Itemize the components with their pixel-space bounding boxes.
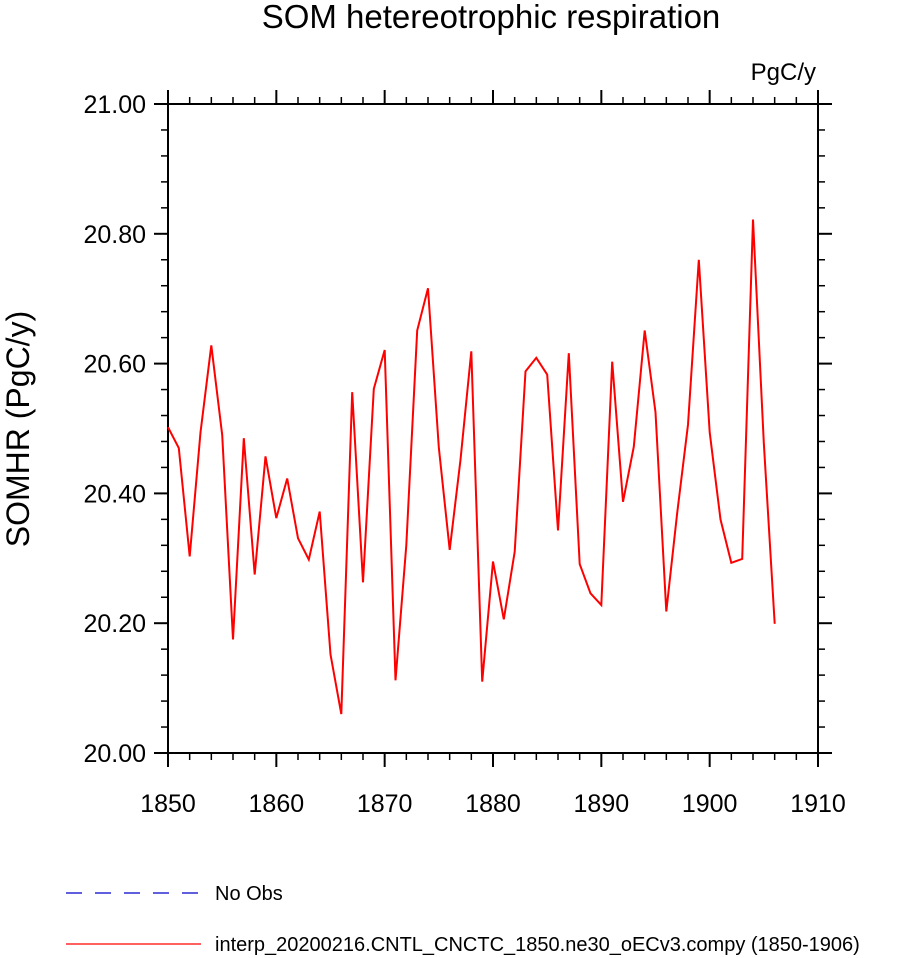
x-tick-label: 1860	[249, 790, 305, 818]
legend: No Obs interp_20200216.CNTL_CNCTC_1850.n…	[66, 883, 860, 956]
x-tick-label: 1910	[790, 790, 846, 818]
plot-area: 20.00 20.20 20.40 20.60 20.80 21.00 1850 1860 18…	[83, 90, 846, 818]
legend-label-model-run: interp_20200216.CNTL_CNCTC_1850.ne30_oEC…	[215, 934, 860, 956]
y-tick-label: 20.40	[83, 480, 146, 508]
legend-label-no-obs: No Obs	[215, 883, 283, 905]
y-tick-label: 21.00	[83, 91, 146, 119]
x-tick-label: 1870	[357, 790, 413, 818]
y-tick-label: 20.60	[83, 351, 146, 379]
y-tick-label: 20.00	[83, 740, 146, 768]
units-label: PgC/y	[751, 59, 816, 86]
chart-title: SOM hetereotrophic respiration	[262, 0, 721, 35]
x-tick-label: 1880	[465, 790, 521, 818]
plot-frame	[167, 103, 819, 754]
y-axis-label: SOMHR (PgC/y)	[0, 311, 36, 547]
series-line-1	[167, 219, 776, 715]
y-tick-label: 20.20	[83, 610, 146, 638]
x-tick-label: 1900	[682, 790, 738, 818]
y-tick-label: 20.80	[83, 221, 146, 249]
x-tick-label: 1890	[574, 790, 630, 818]
x-tick-label: 1850	[140, 790, 196, 818]
